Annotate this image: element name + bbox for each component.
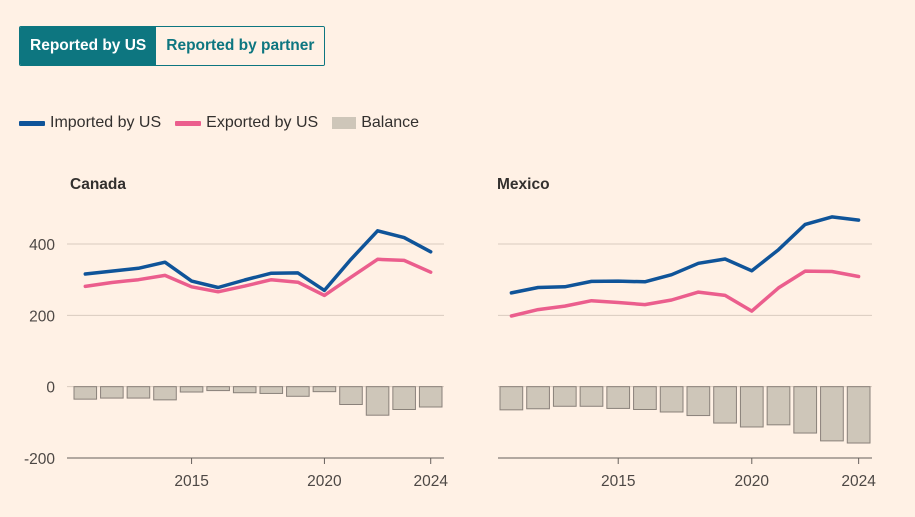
- balance-bar: [820, 386, 844, 442]
- balance-bar: [259, 386, 284, 394]
- exported-line: [509, 269, 861, 318]
- x-tick-label: 2015: [601, 473, 635, 490]
- balance-bar: [633, 386, 657, 410]
- chart-panel-canada: Canada 400 200 0 -200 2015 2020 2024: [24, 176, 448, 490]
- panel-title: Canada: [70, 176, 126, 193]
- y-tick-label: 0: [46, 380, 55, 397]
- y-tick-label: -200: [24, 451, 55, 468]
- balance-bar: [312, 386, 337, 393]
- x-tick-label: 2024: [413, 473, 448, 490]
- balance-bar: [206, 386, 230, 392]
- y-tick-label: 400: [29, 237, 55, 254]
- reported-by-partner-button[interactable]: Reported by partner: [156, 27, 325, 65]
- reported-by-us-button[interactable]: Reported by US: [20, 27, 157, 65]
- balance-bar: [793, 386, 818, 434]
- balance-bar: [232, 386, 257, 394]
- balance-bar: [846, 386, 871, 444]
- legend: Imported by US Exported by US Balance: [19, 114, 433, 132]
- balance-bar: [286, 386, 310, 397]
- balance-bar: [339, 386, 363, 405]
- balance-bar: [179, 386, 204, 393]
- legend-swatch-imported: [19, 120, 45, 126]
- legend-label-balance: Balance: [361, 114, 420, 131]
- balance-bar: [552, 386, 577, 407]
- balance-bar: [686, 386, 711, 417]
- balance-bar: [365, 386, 390, 416]
- legend-item-imported: Imported by US: [19, 114, 161, 132]
- balance-bar: [659, 386, 684, 413]
- x-tick-label: 2024: [841, 473, 876, 490]
- x-tick-label: 2020: [735, 473, 770, 490]
- legend-item-balance: Balance: [332, 114, 419, 132]
- imported-line: [83, 229, 433, 293]
- legend-label-imported: Imported by US: [50, 114, 162, 131]
- legend-item-exported: Exported by US: [175, 114, 318, 132]
- balance-bar: [392, 386, 416, 410]
- balance-bar: [73, 386, 98, 400]
- legend-label-exported: Exported by US: [206, 114, 319, 131]
- balance-bar: [606, 386, 631, 409]
- balance-bar: [153, 386, 177, 401]
- imported-line: [509, 215, 861, 295]
- balance-bar: [126, 386, 151, 399]
- x-tick-label: 2015: [174, 473, 208, 490]
- panel-title: Mexico: [497, 176, 550, 193]
- chart-panel-mexico: Mexico 2015 2020 2024: [497, 176, 876, 490]
- x-tick-label: 2020: [307, 473, 342, 490]
- balance-bar: [739, 386, 764, 428]
- balance-bar: [713, 386, 737, 424]
- y-tick-label: 200: [29, 308, 55, 325]
- balance-bar: [499, 386, 524, 411]
- exported-line: [83, 257, 433, 298]
- balance-bar: [766, 386, 791, 426]
- legend-swatch-exported: [175, 120, 202, 126]
- balance-bar: [579, 386, 604, 407]
- balance-bar: [100, 386, 124, 399]
- legend-swatch-balance: [332, 117, 357, 129]
- report-toggle: Reported by US Reported by partner: [19, 26, 326, 66]
- balance-bar: [418, 386, 443, 408]
- balance-bar: [526, 386, 550, 410]
